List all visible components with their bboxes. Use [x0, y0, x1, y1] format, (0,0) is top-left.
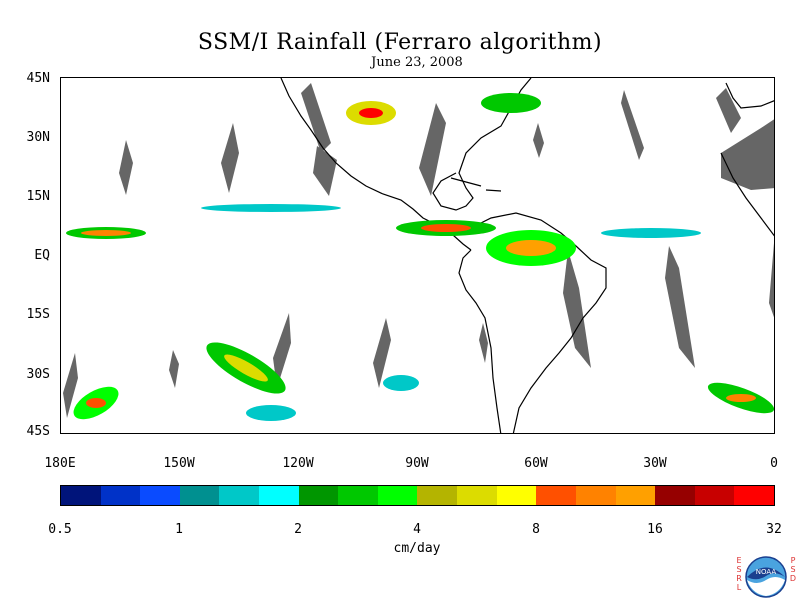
no-data-swath — [63, 353, 78, 418]
colorbar-segment — [496, 486, 537, 505]
colorbar-tick-label: 2 — [294, 522, 302, 537]
no-data-swath — [273, 313, 291, 388]
rain-cluster — [421, 224, 471, 232]
lat-label-30s: 30S — [26, 367, 50, 382]
colorbar-segment — [377, 486, 418, 505]
lon-label-150w: 150W — [163, 456, 195, 471]
coastline — [725, 82, 774, 109]
rain-cluster — [81, 230, 131, 236]
coastlines — [280, 78, 774, 433]
colorbar-tick-label: 32 — [766, 522, 782, 537]
rain-cluster-east-us — [481, 93, 541, 113]
colorbar-units: cm/day — [393, 541, 441, 556]
lat-label-15s: 15S — [26, 307, 50, 322]
colorbar-segment — [61, 486, 101, 505]
coastline — [470, 212, 607, 433]
rainfall-map — [60, 77, 775, 434]
rain-cluster — [246, 405, 296, 421]
rain-cluster — [383, 375, 419, 391]
lat-label-45s: 45S — [26, 424, 50, 439]
no-data-swath — [533, 123, 544, 158]
colorbar-segment — [615, 486, 656, 505]
logo-right-letters: P S D — [789, 556, 797, 583]
lon-label-0: 0 — [770, 456, 778, 471]
colorbar — [60, 485, 775, 506]
colorbar-segment — [298, 486, 339, 505]
lon-label-60w: 60W — [524, 456, 548, 471]
map-date: June 23, 2008 — [371, 55, 463, 70]
no-data-swath — [621, 90, 644, 160]
colorbar-segment — [575, 486, 616, 505]
lat-label-eq: EQ — [34, 248, 50, 263]
coastline — [450, 177, 502, 192]
map-canvas — [63, 78, 774, 433]
lon-label-180e: 180E — [44, 456, 76, 471]
colorbar-segment — [734, 486, 774, 505]
no-data-swath — [301, 83, 331, 153]
lat-label-15n: 15N — [26, 189, 50, 204]
no-data-swath — [419, 103, 446, 196]
rain-cluster — [224, 354, 268, 382]
no-data-swath — [769, 243, 774, 318]
colorbar-tick-label: 16 — [647, 522, 663, 537]
colorbar-segment — [417, 486, 458, 505]
coastline — [458, 249, 502, 433]
colorbar-segment — [219, 486, 260, 505]
colorbar-segment — [536, 486, 576, 505]
no-data-swath — [716, 88, 741, 133]
colorbar-tick-label: 4 — [413, 522, 421, 537]
no-data-swaths — [63, 83, 774, 418]
colorbar-segment — [457, 486, 497, 505]
lat-label-30n: 30N — [26, 130, 50, 145]
no-data-swath — [119, 140, 133, 195]
logo-left-letters: E S R L — [736, 556, 742, 592]
colorbar-segment — [179, 486, 220, 505]
no-data-swath — [665, 246, 695, 368]
no-data-swath — [373, 318, 391, 388]
colorbar-tick-label: 8 — [532, 522, 540, 537]
no-data-land — [721, 119, 774, 190]
rain-cluster — [726, 394, 756, 402]
colorbar-tick-label: 1 — [175, 522, 183, 537]
no-data-swath — [563, 250, 591, 368]
colorbar-segment — [655, 486, 695, 505]
colorbar-segment — [694, 486, 735, 505]
lon-label-30w: 30W — [643, 456, 667, 471]
rain-cluster-itcz — [201, 204, 341, 212]
colorbar-segment — [100, 486, 141, 505]
lat-label-45n: 45N — [26, 71, 50, 86]
rain-cluster — [86, 398, 106, 408]
no-data-swath — [221, 123, 239, 193]
no-data-swath — [479, 323, 488, 363]
noaa-logo: E S R L NOAA P S D — [735, 556, 797, 598]
noaa-emblem-icon: NOAA — [745, 556, 787, 598]
colorbar-segment — [259, 486, 299, 505]
coastline — [720, 152, 774, 237]
rain-cluster — [506, 240, 556, 256]
svg-text:NOAA: NOAA — [756, 568, 777, 576]
rain-clusters — [66, 93, 774, 421]
coastline — [432, 78, 532, 211]
map-title: SSM/I Rainfall (Ferraro algorithm) — [197, 30, 603, 55]
lon-label-90w: 90W — [405, 456, 429, 471]
colorbar-segment — [140, 486, 180, 505]
no-data-swath — [313, 146, 337, 196]
no-data-swath — [169, 350, 179, 388]
colorbar-segment — [338, 486, 378, 505]
colorbar-tick-label: 0.5 — [48, 522, 72, 537]
rain-cluster-atlantic-itcz — [601, 228, 701, 238]
lon-label-120w: 120W — [282, 456, 314, 471]
rain-cluster — [359, 108, 383, 118]
